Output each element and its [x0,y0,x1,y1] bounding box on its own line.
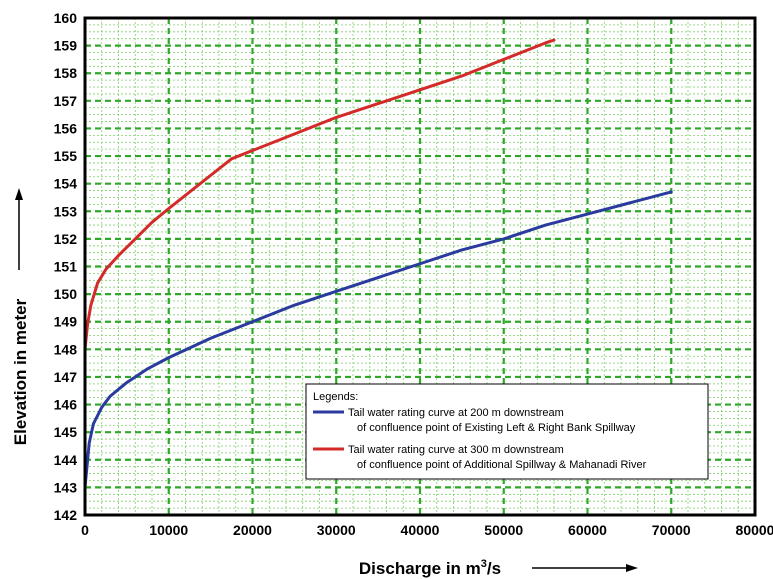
y-tick-label: 160 [54,10,78,26]
y-tick-label: 157 [54,93,78,109]
y-tick-label: 154 [54,176,78,192]
y-tick-label: 142 [54,507,78,523]
x-tick-label: 80000 [736,522,773,538]
y-tick-label: 148 [54,341,78,357]
y-tick-label: 150 [54,286,78,302]
y-tick-label: 156 [54,120,78,136]
x-tick-label: 30000 [317,522,356,538]
y-tick-label: 155 [54,148,78,164]
x-tick-label: 50000 [484,522,523,538]
y-tick-label: 151 [54,259,78,275]
y-tick-label: 159 [54,38,78,54]
y-tick-label: 145 [54,424,78,440]
tick-labels: 0 10000 20000 30000 40000 50000 60000 70000 8000… [54,10,773,538]
legend-label-series-1: Tail water rating curve at 200 m downstr… [348,407,564,419]
y-tick-label: 146 [54,397,78,413]
legend-box [305,383,709,480]
legend-label-series-2: Tail water rating curve at 300 m downstr… [348,444,564,456]
y-tick-label: 152 [54,231,78,247]
x-axis-arrow [532,564,638,572]
x-tick-label: 40000 [401,522,440,538]
legend-label-series-1-line2: of confluence point of Existing Left & R… [357,422,636,434]
x-tick-label: 10000 [149,522,188,538]
x-tick-label: 0 [81,522,89,538]
series-layer [83,38,673,489]
y-axis-arrow [15,188,23,270]
legend: Legends: Tail water rating curve at 200 … [305,383,709,480]
legend-label-series-2-line2: of confluence point of Additional Spillw… [357,459,647,471]
series-line-2 [83,38,556,351]
y-axis-title: Elevation in meter [11,298,30,445]
x-tick-label: 70000 [652,522,691,538]
x-tick-label: 20000 [233,522,272,538]
y-tick-label: 149 [54,314,78,330]
plot-frame [83,16,757,517]
y-tick-label: 147 [54,369,78,385]
y-tick-label: 158 [54,65,78,81]
x-tick-label: 60000 [568,522,607,538]
legend-title: Legends: [313,391,358,403]
y-tick-label: 153 [54,203,78,219]
series-line-1 [83,190,673,489]
x-axis-title: Discharge in m3/s [359,558,501,578]
y-tick-label: 143 [54,479,78,495]
y-tick-label: 144 [54,452,78,468]
